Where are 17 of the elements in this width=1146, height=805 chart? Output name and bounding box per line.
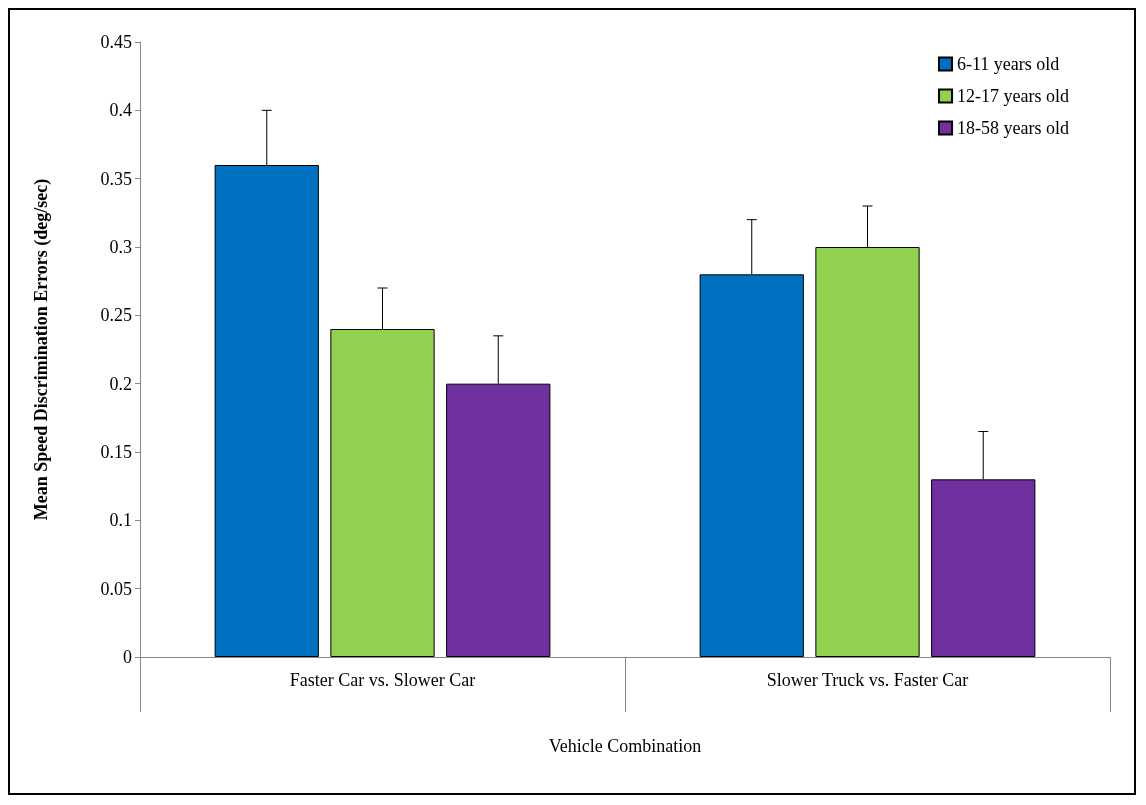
- y-tick-label: 0.25: [100, 305, 132, 326]
- y-tick-label: 0.45: [100, 32, 132, 52]
- legend-label: 18-58 years old: [957, 118, 1070, 138]
- legend-label: 6-11 years old: [957, 54, 1060, 74]
- x-tick-label: Slower Truck vs. Faster Car: [766, 670, 969, 690]
- legend-label: 12-17 years old: [957, 86, 1070, 106]
- x-tick-label: Faster Car vs. Slower Car: [289, 670, 476, 690]
- x-axis-title: Vehicle Combination: [548, 736, 702, 756]
- y-tick-label: 0.3: [109, 237, 132, 257]
- y-tick-label: 0.35: [100, 168, 132, 189]
- y-tick-label: 0.05: [100, 578, 132, 599]
- y-axis-title: Mean Speed Discrimination Errors (deg/sec): [31, 178, 52, 521]
- y-tick-label: 0.15: [100, 442, 132, 462]
- y-tick-label: 0.1: [109, 510, 132, 531]
- y-tick-label: 0: [123, 647, 132, 667]
- y-tick-label: 0.4: [109, 100, 132, 121]
- y-tick-label: 0.2: [109, 373, 132, 394]
